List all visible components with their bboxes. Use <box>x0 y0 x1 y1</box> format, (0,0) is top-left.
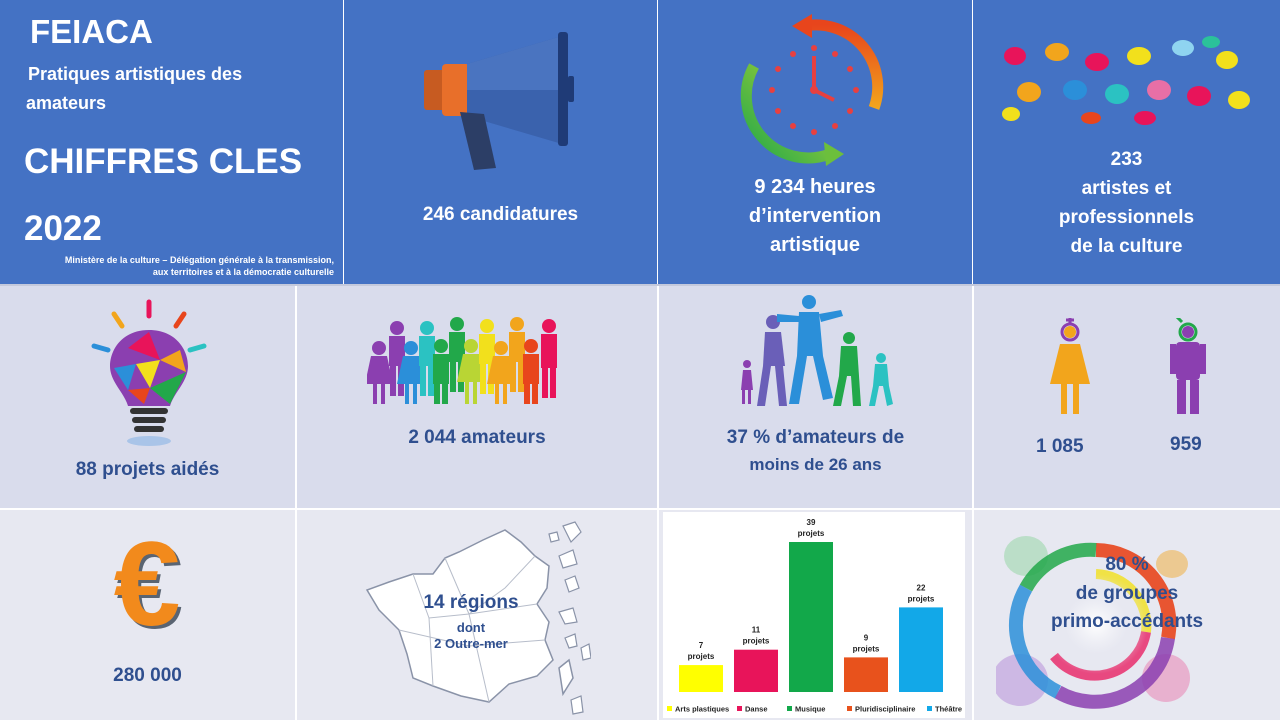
legend-label: Théâtre <box>935 705 962 714</box>
female-count: 1 085 <box>1036 436 1084 457</box>
artistes-line1: 233 <box>1110 149 1143 170</box>
subtitle-line1: Pratiques artistiques des <box>28 64 243 84</box>
legend-swatch <box>787 706 792 711</box>
colorful-hands-icon <box>1002 36 1250 125</box>
regions-line2: dont <box>456 620 486 635</box>
artistes-line3: professionnels <box>1058 207 1195 228</box>
color-swirl-icon <box>996 536 1190 709</box>
megaphone-icon <box>424 32 574 170</box>
woman-icon <box>1050 318 1090 414</box>
lightbulb-icon <box>91 299 207 446</box>
chart-tile: 7 projets 11 projets 39 projets 9 projets 22 proj… <box>659 510 972 720</box>
chart-data-label-value: 9 <box>864 633 869 642</box>
primo-line3: primo-accédants <box>1050 611 1204 632</box>
chart-data-label-value: 7 <box>699 641 704 650</box>
projets-label: 88 projets aidés <box>75 459 220 480</box>
man-icon <box>1170 318 1206 414</box>
primo-line2: de groupes <box>1075 583 1179 604</box>
legend-label: Pluridisciplinaire <box>855 705 915 714</box>
regions-line3: 2 Outre-mer <box>434 636 508 651</box>
jeunes-line2: moins de 26 ans <box>749 455 882 474</box>
jeunes-line1: 37 % d’amateurs de <box>726 427 905 448</box>
heures-line3: artistique <box>769 234 861 256</box>
heures-line1: 9 234 heures <box>754 176 876 198</box>
legend-label: Arts plastiques <box>675 705 729 714</box>
row-divider-1 <box>0 284 1280 286</box>
chart-data-label-unit: projets <box>908 594 935 603</box>
legend-swatch <box>847 706 852 711</box>
clock-cycle-icon <box>740 14 884 166</box>
row-divider-2 <box>0 508 1280 510</box>
subtitle-line2: amateurs <box>26 93 107 113</box>
heures-line2: d’intervention <box>748 205 882 227</box>
heures-tile: 9 234 heures d’intervention artistique <box>658 0 972 284</box>
budget-tile: € 280 000 <box>0 510 295 720</box>
euro-icon: € <box>113 517 181 651</box>
ministry-line2: aux territoires et à la démocratie cultu… <box>152 267 334 277</box>
legend-label: Danse <box>745 705 768 714</box>
chart-data-label-value: 22 <box>917 583 926 592</box>
amateurs-tile: 2 044 amateurs <box>297 286 657 508</box>
candidatures-tile: 246 candidatures <box>344 0 657 284</box>
chart-bar <box>844 657 888 692</box>
crowd-icon <box>367 317 557 404</box>
legend-swatch <box>667 706 672 711</box>
legend-label: Musique <box>795 705 825 714</box>
legend-swatch <box>737 706 742 711</box>
primo-tile: 80 % de groupes primo-accédants <box>974 510 1280 720</box>
chart-data-label-unit: projets <box>743 637 770 646</box>
chart-data-label-unit: projets <box>853 644 880 653</box>
chart-data-label-value: 39 <box>807 518 816 527</box>
france-map-icon <box>365 521 591 715</box>
year-label: 2022 <box>24 209 102 248</box>
artistes-line4: de la culture <box>1070 236 1183 257</box>
chart-data-label-unit: projets <box>798 529 825 538</box>
genre-tile: 1 085 959 <box>974 286 1280 508</box>
jeunes-tile: 37 % d’amateurs de moins de 26 ans <box>659 286 972 508</box>
running-family-icon <box>741 295 893 406</box>
artistes-tile: 233 artistes et professionnels de la cul… <box>973 0 1280 284</box>
amateurs-label: 2 044 amateurs <box>408 427 546 448</box>
regions-line1: 14 régions <box>423 592 519 613</box>
ministry-line1: Ministère de la culture – Délégation gén… <box>64 255 334 265</box>
chart-bar <box>679 665 723 692</box>
candidatures-label: 246 candidatures <box>422 204 579 225</box>
chart-bar <box>734 649 778 692</box>
male-count: 959 <box>1170 434 1202 455</box>
bar-chart: 7 projets 11 projets 39 projets 9 projets 22 proj… <box>663 512 965 718</box>
primo-line1: 80 % <box>1105 554 1149 575</box>
projets-tile: 88 projets aidés <box>0 286 295 508</box>
legend-swatch <box>927 706 932 711</box>
chart-data-label-value: 11 <box>752 626 761 635</box>
page-title: CHIFFRES CLES <box>24 142 303 181</box>
chart-bar <box>899 607 943 692</box>
title-tile: FEIACA Pratiques artistiques des amateur… <box>0 0 343 284</box>
brand-title: FEIACA <box>30 13 153 50</box>
chart-data-label-unit: projets <box>688 652 715 661</box>
budget-label: 280 000 <box>113 665 182 686</box>
artistes-line2: artistes et <box>1081 178 1172 199</box>
regions-tile: 14 régions dont 2 Outre-mer <box>297 510 657 720</box>
chart-bar <box>789 542 833 692</box>
